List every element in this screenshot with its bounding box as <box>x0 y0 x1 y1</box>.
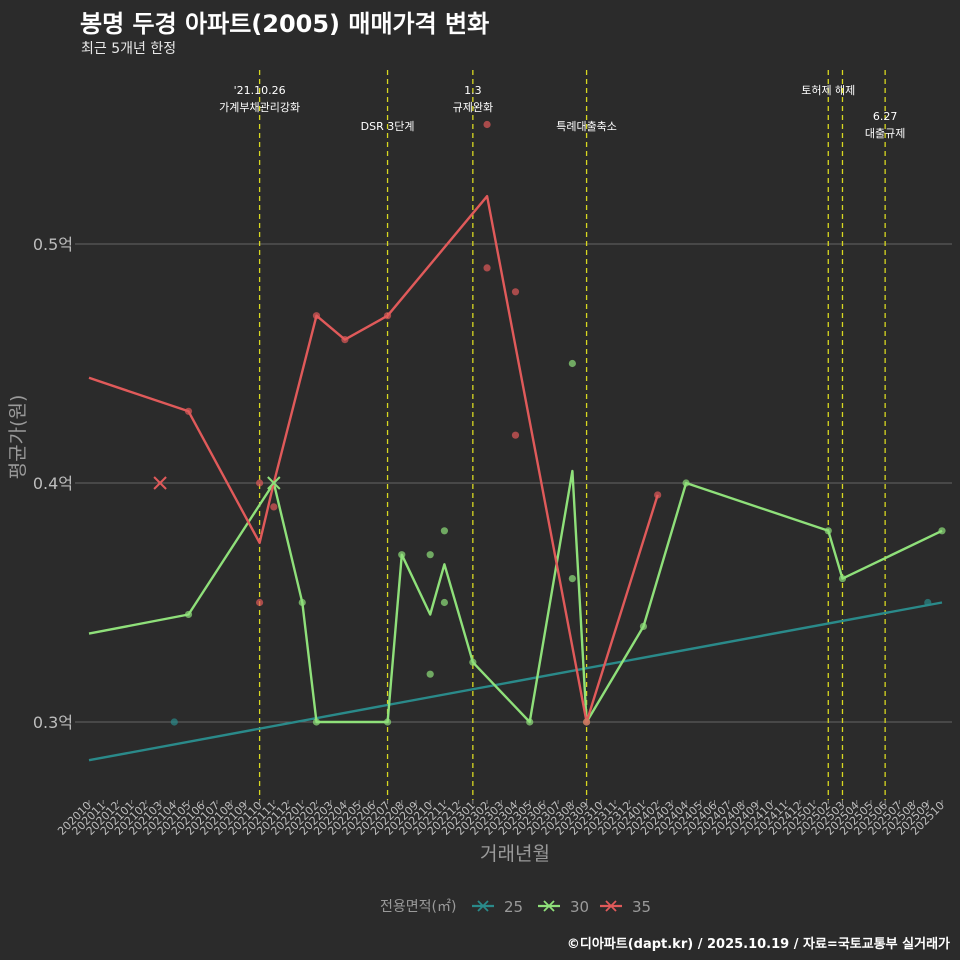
data-point-30 <box>526 718 534 726</box>
event-label: 토허제 해제 <box>801 83 855 97</box>
legend-label-25: 25 <box>504 898 523 916</box>
data-point-35 <box>483 264 491 272</box>
data-point-35 <box>654 491 662 499</box>
data-point-25 <box>924 598 932 607</box>
data-point-35 <box>184 407 193 415</box>
data-point-35 <box>483 120 491 129</box>
event-label: 대출규제 <box>865 127 905 140</box>
event-label: 규제완화 <box>453 101 493 114</box>
event-label: DSR 3단계 <box>361 120 415 133</box>
series-line-25 <box>88 601 943 762</box>
y-axis-ticks: 0.3억 0.4억 0.5억 <box>33 235 73 732</box>
legend-label-30: 30 <box>570 898 589 916</box>
event-label: 특례대출축소 <box>556 120 617 133</box>
data-point-35 <box>341 336 349 344</box>
data-point-30 <box>426 551 434 559</box>
chart-title: 봉명 두경 아파트(2005) 매매가격 변화 <box>80 10 490 38</box>
data-point-35 <box>270 503 278 511</box>
event-label: 가계부채관리강화 <box>219 101 300 114</box>
cross-marker-30 <box>267 476 281 490</box>
series-line-30 <box>88 469 943 724</box>
legend-swatch-cross-30 <box>543 900 555 912</box>
data-point-35 <box>511 431 520 439</box>
y-tick-label: 0.3억 <box>33 713 73 732</box>
data-point-30 <box>398 551 406 559</box>
event-label: 6.27 <box>873 110 898 123</box>
data-point-30 <box>312 718 321 726</box>
data-point-30 <box>184 610 193 619</box>
y-axis-label: 평균가(원) <box>7 395 29 480</box>
series-line-35 <box>88 194 659 724</box>
data-point-35 <box>582 718 591 726</box>
cross-marker-35 <box>153 476 167 490</box>
x-axis-ticks: 2020102020112020122021012021022021032021… <box>55 799 947 838</box>
legend-swatch-cross-35 <box>605 900 617 912</box>
data-point-30 <box>298 598 306 607</box>
data-point-25 <box>170 718 178 726</box>
data-point-35 <box>383 312 392 320</box>
y-tick-label: 0.4억 <box>33 474 73 493</box>
data-points <box>153 120 946 726</box>
data-point-30 <box>682 479 690 487</box>
data-point-30 <box>568 575 576 583</box>
y-tick-label: 0.5억 <box>33 235 73 254</box>
legend: 전용면적(㎡) 25 30 35 <box>380 898 651 916</box>
data-point-30 <box>568 359 576 368</box>
footer-credit: ©디아파트(dapt.kr) / 2025.10.19 / 자료=국토교통부 실… <box>566 937 950 952</box>
series-lines <box>88 194 943 762</box>
legend-swatch-cross-25 <box>477 900 489 912</box>
event-label: 1.3 <box>464 84 482 97</box>
legend-title: 전용면적(㎡) <box>380 899 456 915</box>
x-axis-label: 거래년월 <box>480 843 550 865</box>
data-point-35 <box>511 288 520 296</box>
data-point-30 <box>838 575 847 583</box>
event-label: '21.10.26 <box>234 84 286 97</box>
data-point-30 <box>639 622 648 631</box>
data-point-30 <box>440 598 449 607</box>
data-point-35 <box>256 598 264 607</box>
data-point-35 <box>312 312 321 320</box>
data-point-30 <box>426 670 434 678</box>
data-point-30 <box>824 527 832 535</box>
data-point-30 <box>383 718 392 726</box>
data-point-30 <box>469 658 477 666</box>
chart-subtitle: 최근 5개년 한정 <box>81 41 177 57</box>
data-point-35 <box>256 479 264 487</box>
data-point-30 <box>440 527 449 535</box>
legend-label-35: 35 <box>632 898 651 916</box>
grid-lines <box>75 243 952 723</box>
data-point-30 <box>938 527 946 535</box>
